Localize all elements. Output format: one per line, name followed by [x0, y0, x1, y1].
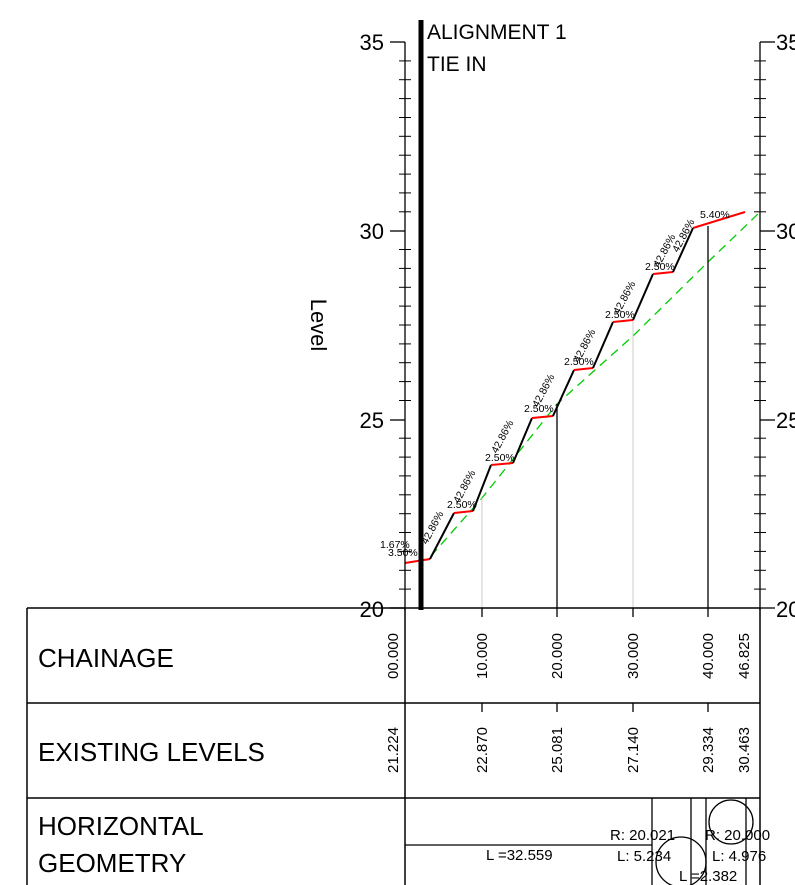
- horizontal-geometry-band: [405, 798, 754, 885]
- right-minor-ticks: [754, 60, 766, 590]
- chainage-row-label: CHAINAGE: [38, 643, 174, 673]
- grade-label: 2.50%: [524, 403, 554, 415]
- left-level-axis: [390, 41, 406, 610]
- horizontal-geometry-label-1: HORIZONTAL: [38, 811, 204, 841]
- section-table: [26, 607, 761, 885]
- grade-label: 2.50%: [485, 452, 515, 464]
- tie-in-title-line1: ALIGNMENT 1: [427, 21, 567, 44]
- grade-label: 2.50%: [645, 261, 675, 273]
- chainage-value: 20.000: [549, 633, 566, 679]
- grade-label: 2.50%: [564, 356, 594, 368]
- y-tick-right-30: 30: [776, 219, 795, 244]
- existing-level-value: 25.081: [549, 727, 566, 773]
- chainage-value: 10.000: [474, 633, 491, 679]
- curve-1-length: L: 5.234: [617, 848, 671, 865]
- spiral-length: L =2.382: [679, 868, 737, 885]
- grade-label: 2.50%: [605, 309, 635, 321]
- chainage-value: 00.000: [385, 633, 402, 679]
- existing-ground-line: [430, 211, 761, 557]
- chainage-value: 46.825: [736, 633, 753, 679]
- curve-2-radius: R: 20.000: [705, 827, 770, 844]
- grade-label: 1.67%: [380, 539, 410, 551]
- y-tick-right-25: 25: [776, 408, 795, 433]
- y-tick-left-30: 30: [360, 219, 384, 244]
- curve-1-radius: R: 20.021: [610, 827, 675, 844]
- horizontal-geometry-label-2: GEOMETRY: [38, 848, 186, 878]
- left-minor-ticks: [399, 60, 411, 590]
- existing-levels-row-label: EXISTING LEVELS: [38, 737, 265, 767]
- existing-level-value: 22.870: [474, 727, 491, 773]
- grade-label: 3.50%: [388, 547, 418, 559]
- design-profile-line: [404, 211, 746, 564]
- y-tick-right-20: 20: [776, 597, 795, 622]
- chainage-value: 40.000: [700, 633, 717, 679]
- grade-label: 42.86%: [489, 418, 516, 455]
- grade-label: 5.40%: [700, 209, 730, 221]
- y-tick-left-35: 35: [360, 30, 384, 55]
- y-tick-right-35: 35: [776, 30, 795, 55]
- existing-level-value: 27.140: [625, 727, 642, 773]
- right-level-axis: [759, 41, 775, 610]
- chainage-value: 30.000: [625, 633, 642, 679]
- existing-level-value: 30.463: [736, 727, 753, 773]
- chainage-table-ticks: [481, 608, 709, 712]
- chainage-guides: [481, 320, 634, 608]
- chainage-verticals: [556, 226, 709, 608]
- y-tick-left-20: 20: [360, 597, 384, 622]
- y-axis-title: Level: [306, 299, 331, 352]
- tie-in-title-line2: TIE IN: [427, 53, 487, 76]
- y-tick-left-25: 25: [360, 408, 384, 433]
- existing-level-value: 21.224: [385, 727, 402, 773]
- straight-length: L =32.559: [486, 847, 553, 864]
- existing-level-value: 29.334: [700, 727, 717, 773]
- curve-2-length: L: 4.976: [712, 848, 766, 865]
- grade-label: 2.50%: [447, 499, 477, 511]
